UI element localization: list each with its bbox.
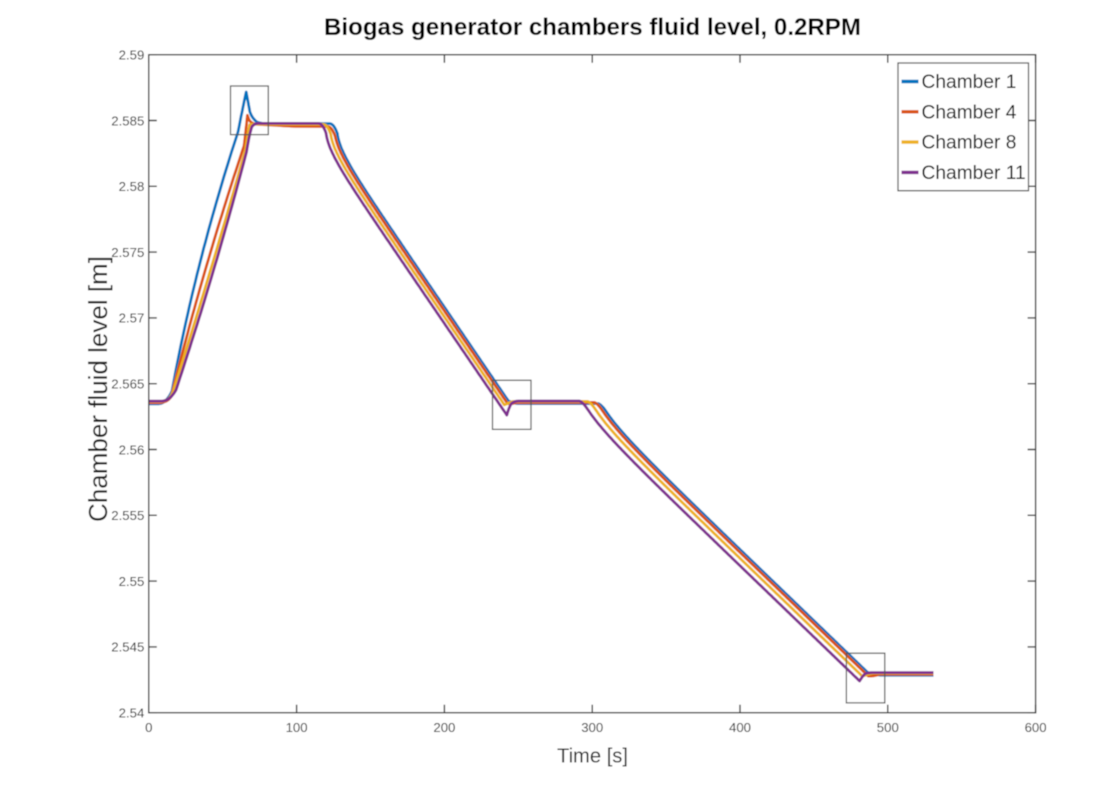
svg-text:500: 500 [877, 720, 899, 735]
svg-text:Chamber 4: Chamber 4 [922, 102, 1017, 123]
svg-text:Time [s]: Time [s] [557, 746, 628, 768]
svg-text:2.54: 2.54 [119, 706, 145, 721]
svg-text:2.57: 2.57 [119, 311, 145, 326]
svg-text:2.56: 2.56 [119, 442, 145, 457]
svg-text:100: 100 [286, 720, 308, 735]
svg-text:Chamber fluid level [m]: Chamber fluid level [m] [83, 256, 113, 522]
svg-text:2.59: 2.59 [119, 48, 145, 63]
svg-text:200: 200 [433, 720, 455, 735]
svg-text:Chamber 11: Chamber 11 [922, 163, 1026, 184]
svg-text:2.58: 2.58 [119, 179, 145, 194]
svg-text:300: 300 [581, 720, 603, 735]
svg-text:600: 600 [1025, 720, 1047, 735]
svg-text:2.585: 2.585 [111, 113, 144, 128]
svg-text:0: 0 [145, 720, 152, 735]
svg-text:2.555: 2.555 [111, 508, 144, 523]
svg-text:2.565: 2.565 [111, 377, 144, 392]
svg-text:2.55: 2.55 [119, 574, 145, 589]
svg-text:2.575: 2.575 [111, 245, 144, 260]
svg-text:Chamber 1: Chamber 1 [922, 72, 1017, 93]
svg-text:400: 400 [729, 720, 751, 735]
svg-text:Biogas generator chambers flui: Biogas generator chambers fluid level, 0… [324, 14, 861, 41]
svg-text:2.545: 2.545 [111, 640, 144, 655]
svg-text:Chamber 8: Chamber 8 [922, 133, 1017, 154]
